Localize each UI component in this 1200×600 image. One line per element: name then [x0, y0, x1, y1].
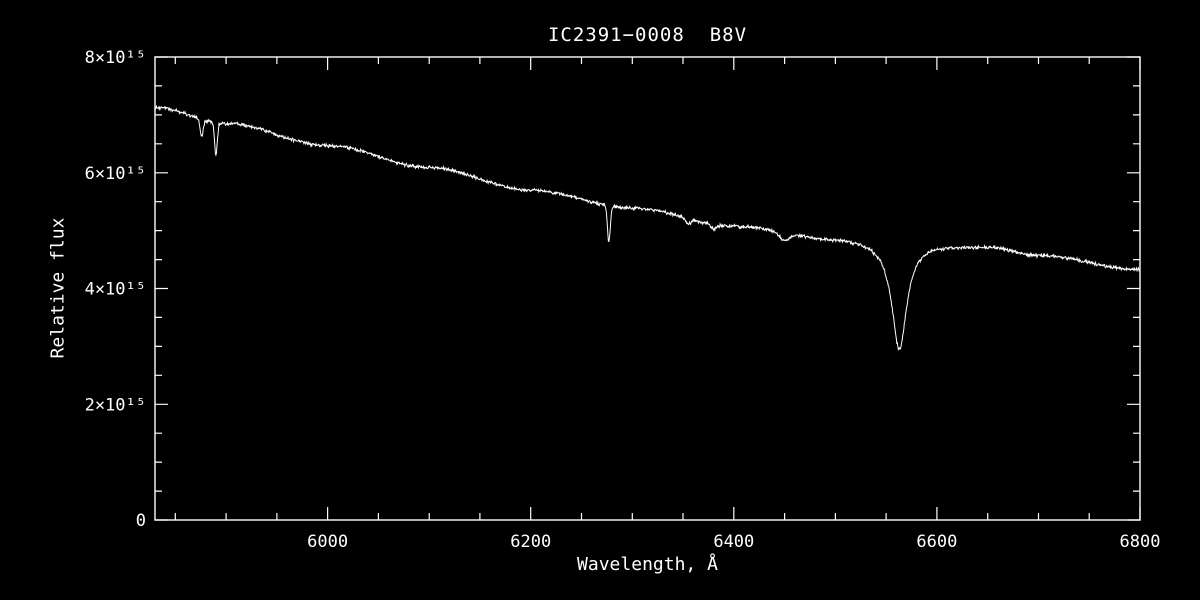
y-tick-label: 4×10¹⁵: [85, 280, 146, 300]
x-axis-label: Wavelength, Å: [577, 554, 718, 575]
x-tick-label: 6400: [713, 532, 754, 552]
axis-ticks: [155, 56, 1141, 521]
y-tick-label: 6×10¹⁵: [85, 164, 146, 184]
x-tick-label: 6600: [916, 532, 957, 552]
y-tick-label: 2×10¹⁵: [85, 395, 146, 415]
x-tick-label: 6800: [1120, 532, 1161, 552]
y-tick-label: 0: [136, 511, 146, 531]
chart-title: IC2391−0008 B8V: [547, 24, 748, 46]
spectrum-line: [154, 104, 1141, 352]
plot-frame: [154, 56, 1141, 521]
y-tick-label: 8×10¹⁵: [85, 48, 146, 68]
x-tick-label: 6000: [307, 532, 348, 552]
x-tick-label: 6200: [510, 532, 551, 552]
